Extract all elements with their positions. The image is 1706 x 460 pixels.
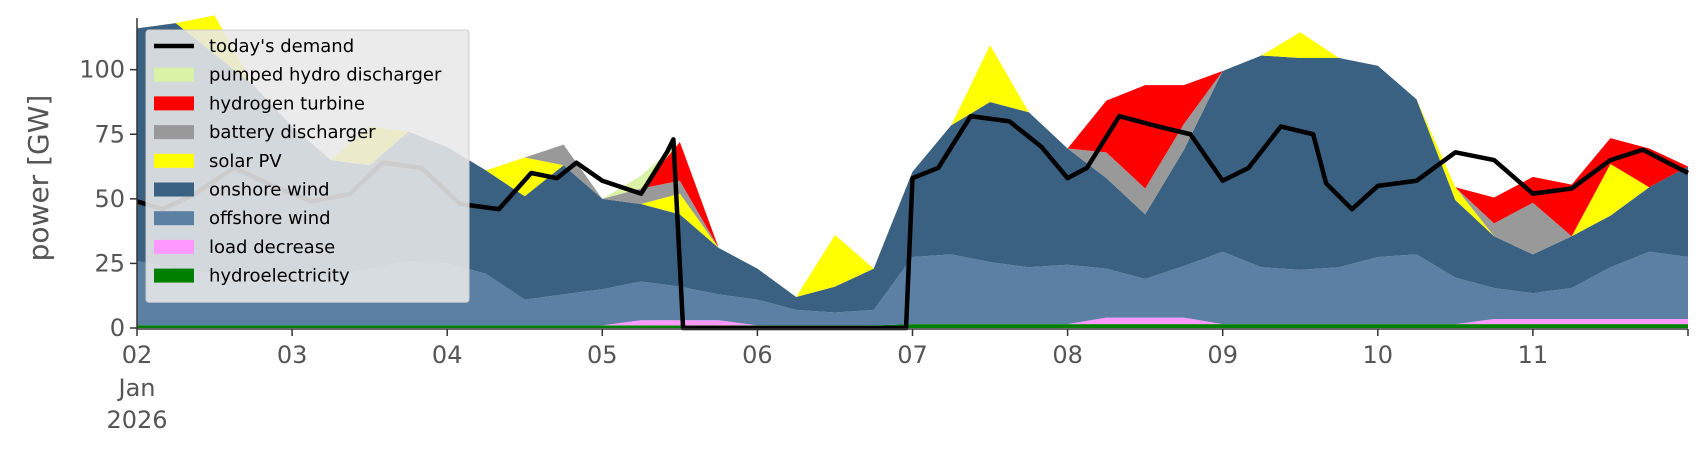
x-tick-label: 06 <box>742 341 773 369</box>
x-tick-sublabel: 2026 <box>106 406 167 434</box>
legend-label-today-s-demand: today's demand <box>209 36 354 57</box>
x-tick-label: 10 <box>1363 341 1394 369</box>
x-tick-label: 05 <box>587 341 618 369</box>
legend-label-load-decrease: load decrease <box>209 237 335 258</box>
stacked-areas <box>137 15 1688 328</box>
y-tick-label: 50 <box>94 185 125 213</box>
x-tick-label: 08 <box>1052 341 1083 369</box>
legend-label-offshore-wind: offshore wind <box>209 208 331 229</box>
y-tick-label: 75 <box>94 120 125 148</box>
x-axis-ticks: 02 Jan 2026 03 04 05 06 07 08 09 10 11 <box>106 329 1689 434</box>
legend-swatch-hydroelectricity <box>154 268 194 283</box>
legend-label-battery-discharger: battery discharger <box>209 122 376 143</box>
x-tick-label: 03 <box>277 341 308 369</box>
y-tick-label: 0 <box>110 314 125 342</box>
x-tick-label: 07 <box>897 341 928 369</box>
legend-label-onshore-wind: onshore wind <box>209 180 330 201</box>
legend-swatch-pumped-hydro-discharger <box>154 67 194 82</box>
x-tick-label: 09 <box>1207 341 1238 369</box>
legend-label-solar-pv: solar PV <box>209 151 282 172</box>
legend-swatch-hydrogen-turbine <box>154 96 194 111</box>
legend-label-hydrogen-turbine: hydrogen turbine <box>209 93 365 114</box>
x-tick-sublabel: Jan <box>117 374 156 402</box>
axes: 02 Jan 2026 03 04 05 06 07 08 09 10 11 0 25 50 75 100 p… <box>22 18 1689 434</box>
y-axis-ticks: 0 25 50 75 100 <box>79 56 137 342</box>
y-tick-label: 25 <box>94 249 125 277</box>
legend-label-hydroelectricity: hydroelectricity <box>209 266 350 287</box>
y-axis-title: power [GW] <box>22 95 55 262</box>
legend-box <box>145 29 470 303</box>
x-tick-label: 02 <box>122 341 153 369</box>
area-onshore-wind <box>137 23 1688 313</box>
y-tick-label: 100 <box>79 56 125 84</box>
legend-swatch-onshore-wind <box>154 182 194 197</box>
area-offshore-wind <box>137 251 1688 326</box>
legend: today's demand pumped hydro discharger hyd… <box>145 29 470 303</box>
x-tick-label: 11 <box>1518 341 1549 369</box>
legend-swatch-load-decrease <box>154 239 194 254</box>
legend-swatch-offshore-wind <box>154 211 194 226</box>
legend-entries: today's demand pumped hydro discharger hyd… <box>154 36 442 287</box>
legend-label-pumped-hydro-discharger: pumped hydro discharger <box>209 65 442 86</box>
legend-swatch-battery-discharger <box>154 125 194 140</box>
area-hydroelectricity <box>137 324 1688 328</box>
legend-swatch-solar-pv <box>154 153 194 168</box>
x-tick-label: 04 <box>432 341 463 369</box>
